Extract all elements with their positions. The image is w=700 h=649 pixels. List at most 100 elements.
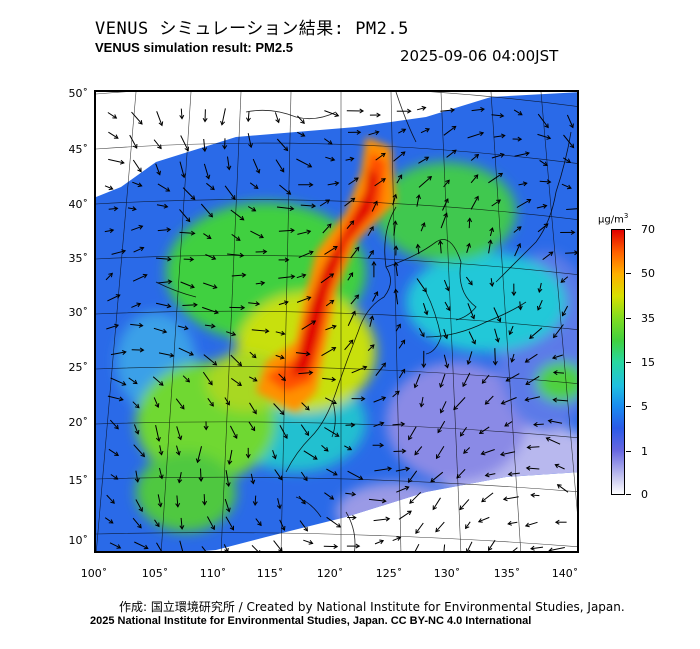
wind-arrow-head: [560, 278, 566, 283]
wind-arrow-head: [175, 450, 181, 456]
wind-arrow-head: [134, 403, 140, 409]
wind-arrow-head: [496, 317, 502, 323]
wind-arrow: [525, 521, 538, 527]
wind-arrow-head: [459, 431, 465, 437]
wind-arrow: [344, 197, 355, 207]
wind-arrow: [108, 207, 118, 210]
wind-arrow-head: [156, 170, 161, 176]
wind-arrow: [231, 233, 241, 241]
wind-arrow-head: [142, 273, 148, 279]
wind-arrow-head: [185, 217, 191, 223]
wind-arrow: [197, 446, 202, 463]
wind-arrow-head: [278, 547, 283, 551]
wind-arrow: [548, 420, 563, 424]
wind-arrow: [373, 397, 386, 403]
wind-arrow: [325, 325, 337, 331]
wind-arrow-head: [332, 471, 338, 476]
wind-arrow: [132, 274, 148, 282]
concentration-field: [96, 92, 577, 551]
wind-arrow: [470, 196, 479, 210]
wind-arrow-head: [489, 282, 495, 288]
wind-arrow: [107, 112, 117, 119]
wind-arrow: [203, 233, 212, 239]
wind-arrow: [493, 307, 501, 322]
wind-arrow: [178, 472, 182, 483]
wind-arrow: [392, 423, 405, 426]
wind-arrow: [557, 484, 569, 493]
wind-arrow: [494, 328, 499, 342]
wind-arrow: [132, 181, 142, 187]
wind-arrow: [398, 339, 406, 349]
wind-arrow-head: [354, 294, 360, 300]
wind-arrow: [512, 547, 518, 551]
wind-arrow-head: [202, 117, 208, 123]
wind-arrow: [393, 221, 396, 236]
wind-arrow: [275, 354, 285, 359]
wind-arrow: [553, 324, 564, 338]
wind-arrow: [417, 244, 420, 255]
wind-arrow-head: [381, 362, 387, 368]
wind-arrow: [255, 518, 262, 526]
wind-arrow: [351, 366, 367, 374]
wind-arrow: [128, 377, 138, 385]
wind-arrow: [414, 446, 423, 456]
wind-arrow-head: [354, 246, 360, 252]
wind-arrow-head: [283, 434, 288, 439]
wind-arrow-head: [385, 516, 391, 522]
wind-arrow-head: [474, 153, 480, 159]
wind-arrow-head: [300, 119, 305, 125]
wind-arrow: [248, 376, 258, 382]
wind-arrow: [392, 194, 397, 206]
wind-arrow-head: [379, 539, 385, 545]
wind-arrow-head: [231, 195, 236, 200]
wind-arrow: [110, 377, 126, 386]
lat-label-10: 10˚: [68, 534, 89, 547]
wind-arrow: [488, 172, 503, 184]
wind-arrow: [157, 183, 170, 192]
wind-arrow-head: [167, 279, 173, 285]
lon-label-130: 130˚: [433, 567, 461, 580]
wind-arrow-head: [576, 207, 577, 208]
wind-arrow: [278, 229, 295, 232]
wind-arrow-head: [229, 525, 234, 531]
wind-arrow-head: [413, 383, 419, 389]
colorbar-tick: [626, 451, 631, 452]
wind-arrow: [444, 301, 451, 311]
wind-arrow: [374, 467, 392, 472]
wind-arrow-head: [210, 323, 216, 329]
wind-arrow-head: [253, 184, 259, 189]
wind-arrow-head: [356, 129, 362, 135]
wind-arrow: [409, 491, 422, 504]
wind-arrow-head: [251, 207, 257, 212]
wind-arrow-head: [308, 182, 314, 188]
wind-arrow: [348, 177, 359, 185]
wind-arrow: [133, 424, 139, 435]
wind-arrow-head: [353, 177, 359, 182]
wind-arrow-head: [525, 151, 530, 157]
wind-arrow: [467, 303, 475, 319]
wind-arrow: [301, 402, 310, 411]
wind-arrow-head: [421, 363, 427, 369]
wind-arrow-head: [359, 108, 365, 114]
wind-arrow-head: [358, 475, 364, 480]
wind-arrow-head: [498, 172, 504, 178]
wind-arrow-head: [393, 288, 399, 294]
wind-arrow: [350, 294, 359, 305]
wind-arrow-head: [195, 458, 201, 464]
wind-arrow-head: [308, 539, 314, 545]
wind-arrow-head: [132, 143, 138, 149]
wind-arrow-head: [193, 302, 198, 308]
lat-label-45: 45˚: [68, 143, 89, 156]
wind-arrow-head: [276, 504, 282, 510]
wind-arrow-head: [115, 294, 121, 299]
wind-arrow: [273, 540, 283, 551]
wind-arrow-head: [134, 478, 140, 483]
wind-arrow-head: [537, 288, 543, 294]
wind-arrow-head: [139, 347, 145, 353]
wind-arrow: [249, 182, 259, 189]
pm25-map[interactable]: [94, 90, 579, 553]
wind-arrow: [468, 218, 471, 229]
wind-arrow: [408, 470, 418, 483]
wind-arrow-head: [331, 376, 337, 382]
forecast-timestamp: 2025-09-06 04:00JST: [400, 47, 559, 65]
